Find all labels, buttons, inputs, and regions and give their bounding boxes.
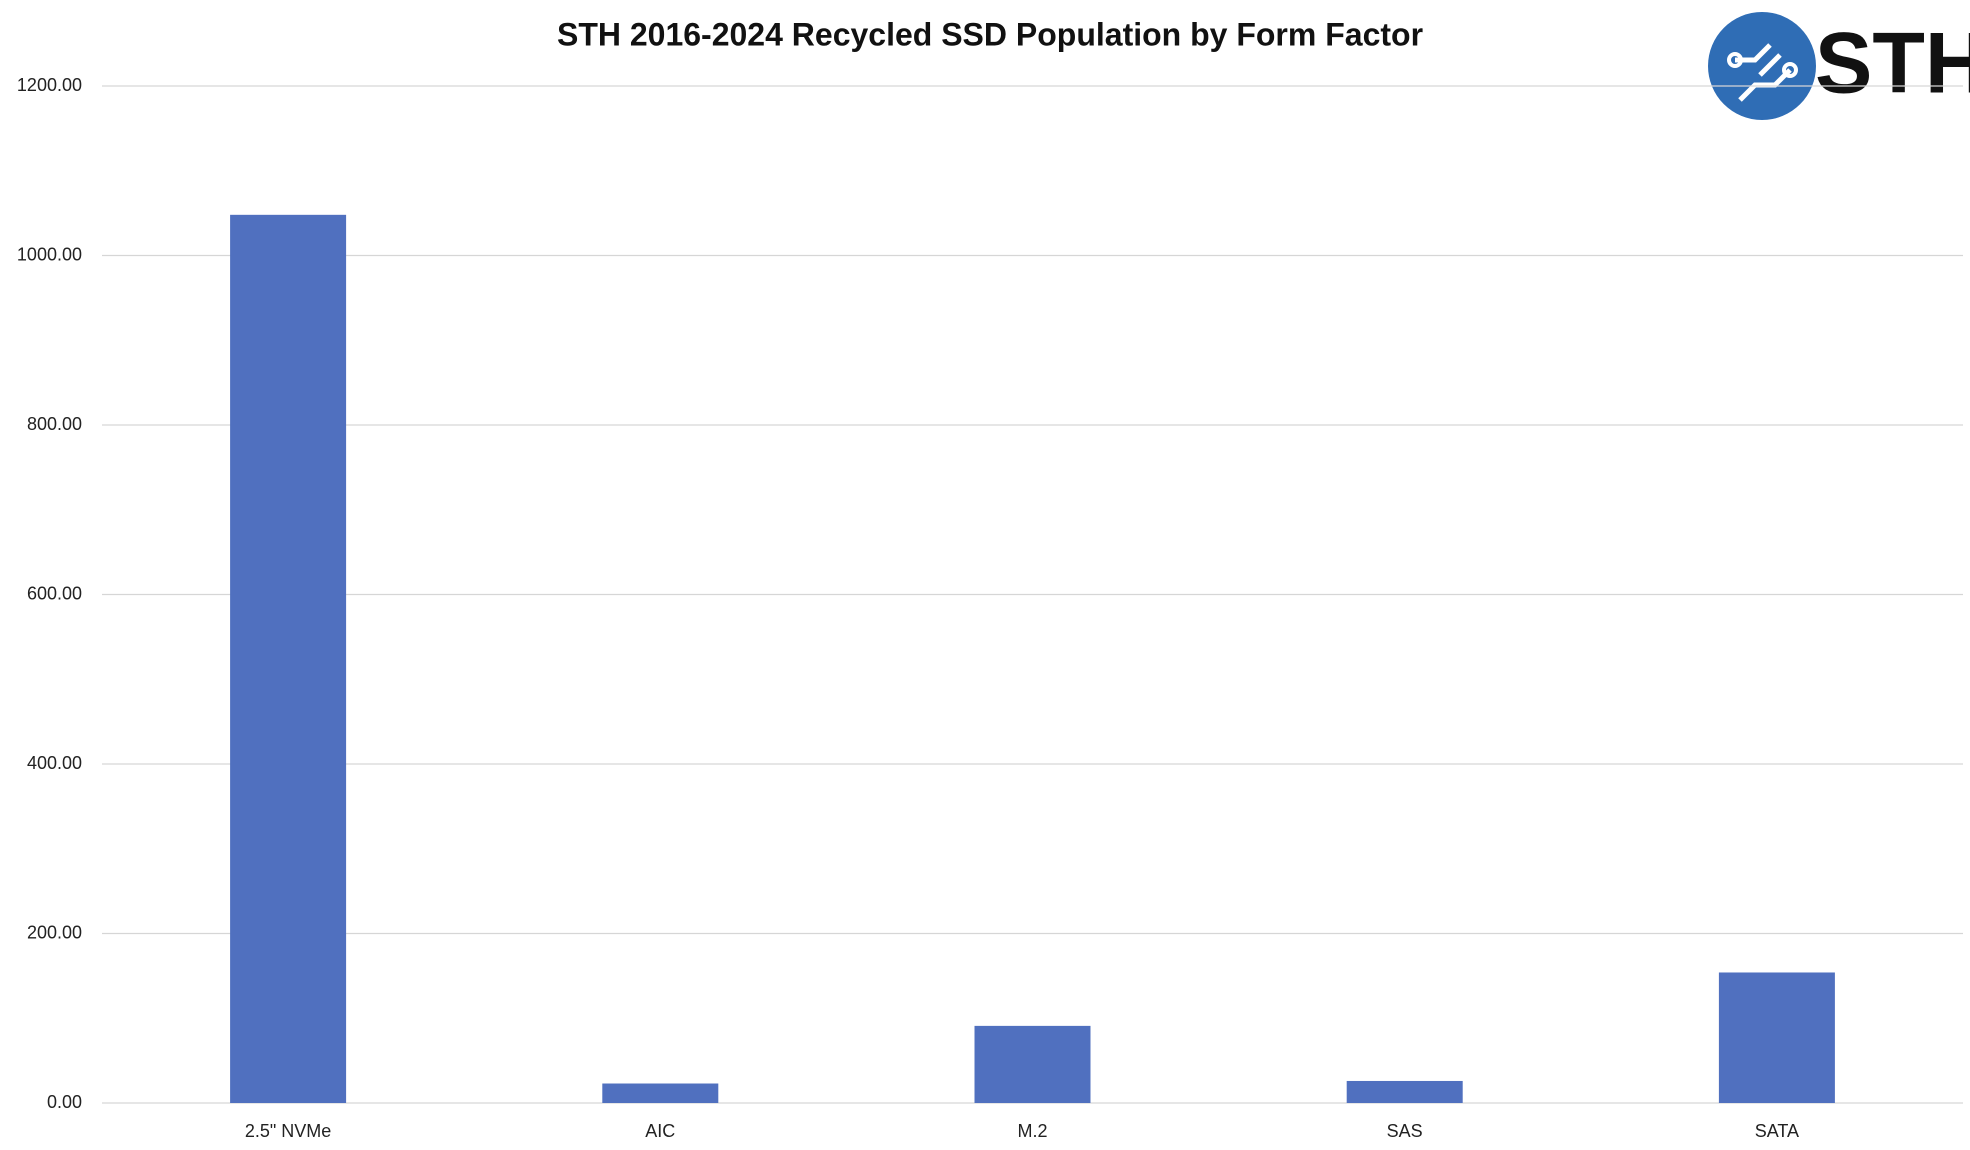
bar [1346,1080,1463,1103]
logo-node [1727,52,1743,68]
y-tick-label: 0.00 [47,1092,82,1112]
y-tick-label: 400.00 [27,753,82,773]
x-tick-label: AIC [645,1121,675,1141]
y-tick-label: 1200.00 [17,75,82,95]
x-tick-label: M.2 [1017,1121,1047,1141]
logo-circle [1708,12,1816,120]
bar [230,214,347,1103]
x-tick-label: SAS [1387,1121,1423,1141]
logo-text: STH [1815,16,1970,112]
logo: STH [1708,12,1970,120]
y-tick-label: 1000.00 [17,244,82,264]
bar [974,1025,1091,1103]
y-tick-label: 200.00 [27,922,82,942]
x-tick-label: SATA [1755,1121,1799,1141]
logo-node [1782,62,1798,78]
x-tick-label: 2.5" NVMe [245,1121,331,1141]
bar [602,1083,719,1103]
y-tick-label: 800.00 [27,414,82,434]
chart-title: STH 2016-2024 Recycled SSD Population by… [557,16,1423,52]
y-tick-label: 600.00 [27,583,82,603]
bar [1718,972,1835,1103]
